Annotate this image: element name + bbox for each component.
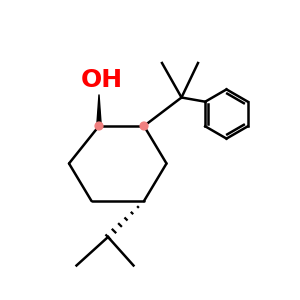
Circle shape [140,122,148,130]
Circle shape [95,122,103,130]
Polygon shape [97,94,101,126]
Text: OH: OH [81,68,123,92]
